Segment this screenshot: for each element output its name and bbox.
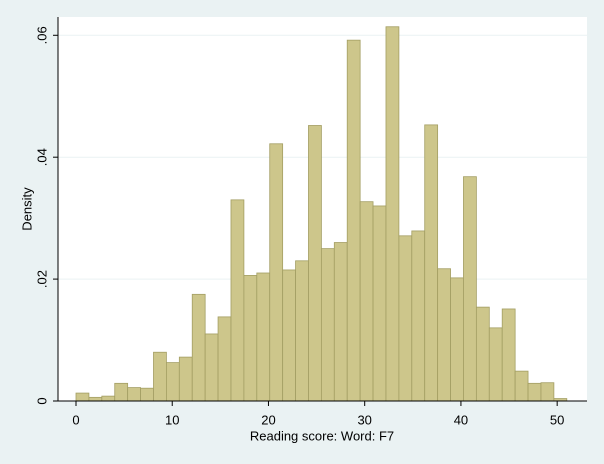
y-tick-label: 0 [34, 397, 49, 404]
x-tick-label: 10 [165, 412, 179, 427]
bar [372, 205, 387, 402]
bar [75, 392, 90, 402]
bar [256, 272, 271, 402]
bar [282, 269, 296, 402]
y-tick-label: .06 [34, 26, 49, 44]
y-axis-title: Density [19, 187, 34, 231]
bar [540, 382, 555, 402]
bar [501, 308, 516, 402]
bar [424, 124, 439, 402]
bar [217, 316, 232, 402]
bar [411, 230, 426, 402]
bar [450, 277, 464, 402]
bar [320, 248, 335, 402]
bar [346, 39, 361, 402]
x-tick-label: 20 [261, 412, 275, 427]
bar [488, 327, 503, 402]
y-tick-label: .02 [34, 270, 49, 288]
bar [437, 268, 451, 402]
bar [153, 351, 167, 402]
x-axis-title: Reading score: Word: F7 [250, 428, 394, 443]
bar [475, 306, 490, 402]
y-tick-label: .04 [34, 148, 49, 166]
bar [140, 387, 154, 402]
bar [398, 235, 413, 402]
x-tick-label: 0 [72, 412, 79, 427]
bar [88, 396, 103, 402]
bar [243, 275, 258, 402]
x-tick-label: 50 [550, 412, 564, 427]
bar [333, 242, 348, 402]
bar [101, 395, 116, 402]
bar [463, 176, 477, 402]
bar [308, 125, 322, 402]
bar [269, 143, 284, 402]
bar [230, 199, 245, 402]
bar [295, 260, 309, 402]
bar [114, 382, 129, 402]
bar [514, 370, 529, 402]
x-tick-label: 30 [357, 412, 371, 427]
bar [527, 382, 542, 402]
x-tick-label: 40 [454, 412, 468, 427]
bar [178, 356, 193, 402]
bar [385, 26, 400, 402]
bar [166, 362, 180, 402]
bar [191, 293, 206, 402]
bar [204, 333, 219, 402]
bar [359, 201, 374, 402]
bar [127, 387, 141, 402]
